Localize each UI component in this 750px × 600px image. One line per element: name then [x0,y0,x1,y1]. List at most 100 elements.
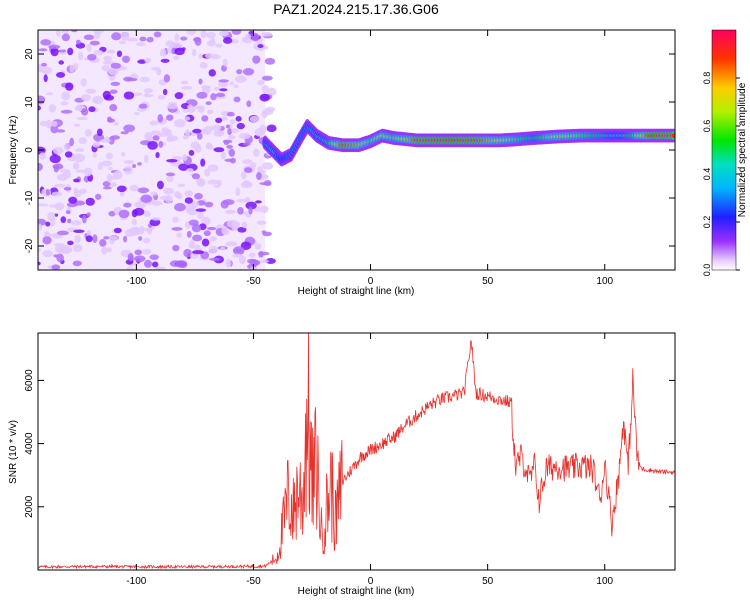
noise-blob [42,236,52,245]
noise-blob [203,230,211,237]
noise-blob [238,255,247,265]
noise-blob [54,183,66,188]
noise-blob [38,203,49,207]
x-tick-label: 100 [596,276,613,287]
noise-blob [208,69,216,77]
noise-blob [150,191,158,196]
noise-blob [138,103,148,109]
noise-blob [157,113,163,123]
noise-blob [139,36,147,42]
noise-blob [83,167,93,177]
noise-blob [242,159,253,165]
noise-blob [113,227,122,234]
noise-blob [267,87,277,96]
noise-blob [79,188,87,194]
noise-blob [244,167,253,174]
noise-blob [38,95,46,105]
noise-blob [158,140,164,148]
noise-blob [104,136,110,143]
noise-blob [188,149,195,156]
noise-blob [61,91,71,101]
noise-blob [105,152,113,160]
noise-blob [229,81,234,85]
noise-blob [235,116,242,122]
noise-blob [137,162,142,166]
noise-blob [174,47,185,56]
noise-blob [143,237,151,244]
noise-blob [126,37,139,42]
y-tick-label: -20 [24,238,35,253]
noise-blob [61,33,70,42]
noise-blob [163,74,171,83]
noise-blob [190,201,200,208]
noise-blob [86,43,92,53]
noise-blob [89,40,100,46]
noise-blob [157,95,166,100]
noise-blob [166,104,179,109]
noise-blob [233,96,241,103]
noise-blob [143,259,153,268]
noise-blob [260,205,269,213]
noise-blob [123,160,135,165]
noise-blob [69,137,74,147]
noise-blob [74,234,81,244]
noise-blob [151,261,159,268]
noise-blob [56,30,61,37]
noise-blob [106,247,112,253]
noise-blob [80,78,87,87]
snr-panel: -100 -50 0 50 100 2000 4000 6000 Height of str… [8,332,676,597]
colorbar-tick-label: 0.4 [702,168,712,181]
spectrogram-y-label: Frequency (Hz) [8,116,19,185]
noise-blob [175,260,188,268]
noise-blob [93,30,105,35]
noise-blob [220,200,229,209]
noise-blob [245,33,252,41]
noise-blob [242,68,255,76]
noise-blob [229,119,236,125]
noise-blob [256,220,267,225]
noise-blob [261,230,267,234]
noise-blob [152,135,160,141]
noise-blob [92,234,98,243]
noise-blob [112,170,123,180]
noise-blob [126,266,134,270]
noise-blob [266,124,277,133]
noise-blob [101,246,108,255]
noise-blob [234,75,247,83]
noise-blob [231,221,241,229]
noise-blob [154,266,167,270]
noise-blob [171,227,183,231]
noise-blob [238,132,251,140]
noise-blob [67,47,74,56]
noise-blob [75,39,81,45]
noise-blob [265,258,276,264]
noise-blob [181,85,193,90]
noise-blob [220,151,226,160]
noise-blob [146,227,153,235]
noise-blob [261,75,273,81]
noise-blob [205,142,212,148]
noise-blob [240,171,247,180]
noise-blob [208,245,218,254]
noise-blob [249,115,260,123]
noise-blob [195,208,207,212]
colorbar: 0.0 0.2 0.4 0.6 0.8 Normalized spectral ampl… [702,29,748,276]
noise-blob [49,154,61,164]
noise-blob [235,199,248,203]
noise-blob [257,44,264,49]
noise-blob [232,246,245,255]
noise-blob [40,66,53,75]
colorbar-tick-label: 0.6 [702,120,712,133]
noise-blob [223,140,230,146]
noise-blob [248,252,256,258]
noise-blob [204,201,214,208]
noise-blob [245,201,257,210]
noise-blob [102,90,111,100]
noise-blob [190,253,199,259]
noise-blob [73,123,80,127]
noise-blob [160,58,170,63]
noise-blob [110,135,121,140]
noise-blob [210,93,217,101]
noise-blob [237,226,247,233]
noise-blob [62,170,72,179]
